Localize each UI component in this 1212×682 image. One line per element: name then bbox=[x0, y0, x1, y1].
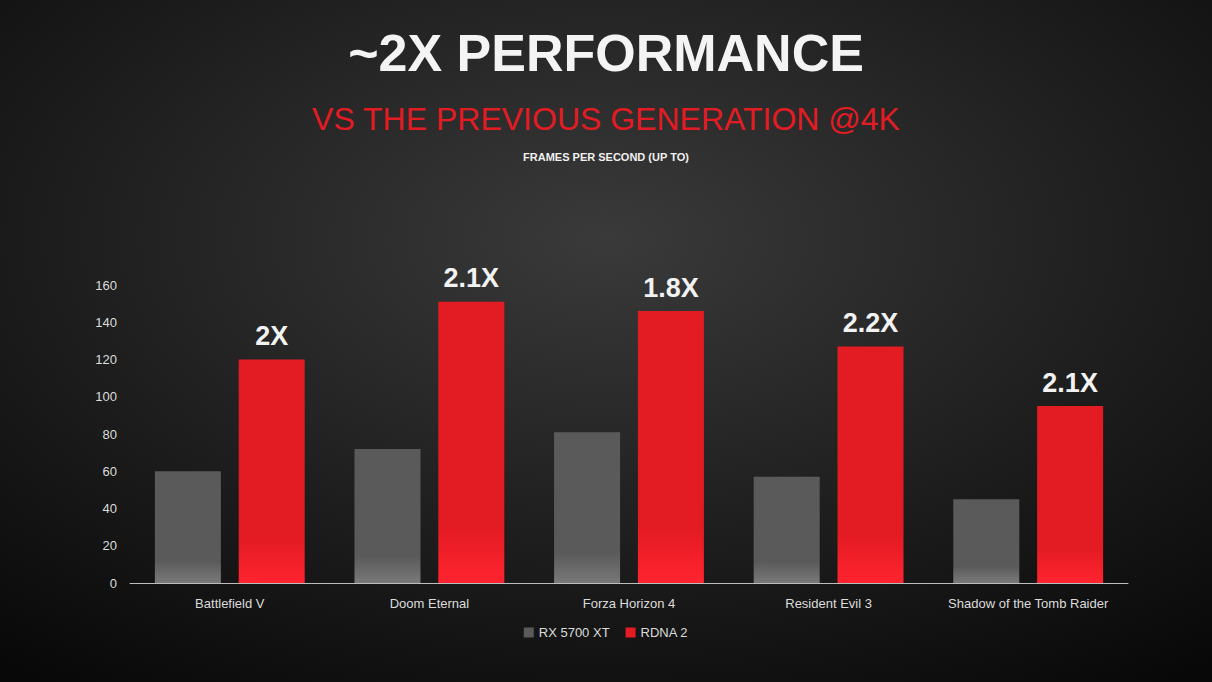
svg-text:140: 140 bbox=[95, 315, 117, 330]
svg-text:20: 20 bbox=[103, 538, 117, 553]
svg-text:RX 5700 XT: RX 5700 XT bbox=[539, 625, 610, 640]
svg-text:40: 40 bbox=[103, 501, 117, 516]
svg-text:1.8X: 1.8X bbox=[643, 273, 699, 303]
svg-text:Forza Horizon 4: Forza Horizon 4 bbox=[583, 596, 675, 611]
svg-text:120: 120 bbox=[95, 352, 117, 367]
svg-text:VS THE PREVIOUS GENERATION @4K: VS THE PREVIOUS GENERATION @4K bbox=[312, 101, 900, 137]
svg-text:Doom Eternal: Doom Eternal bbox=[390, 596, 470, 611]
svg-text:~2X PERFORMANCE: ~2X PERFORMANCE bbox=[348, 24, 864, 82]
svg-text:Shadow of the Tomb Raider: Shadow of the Tomb Raider bbox=[948, 596, 1109, 611]
svg-text:2.1X: 2.1X bbox=[1042, 368, 1098, 398]
svg-text:RDNA 2: RDNA 2 bbox=[641, 625, 688, 640]
svg-text:2.1X: 2.1X bbox=[444, 263, 500, 293]
svg-text:160: 160 bbox=[95, 278, 117, 293]
svg-text:60: 60 bbox=[103, 464, 117, 479]
svg-text:2.2X: 2.2X bbox=[843, 308, 899, 338]
svg-text:Battlefield V: Battlefield V bbox=[195, 596, 265, 611]
svg-text:Resident Evil 3: Resident Evil 3 bbox=[785, 596, 872, 611]
svg-text:2X: 2X bbox=[255, 321, 288, 351]
svg-text:0: 0 bbox=[110, 576, 117, 591]
svg-text:80: 80 bbox=[103, 427, 117, 442]
svg-text:FRAMES PER SECOND (UP TO): FRAMES PER SECOND (UP TO) bbox=[523, 151, 689, 163]
svg-text:100: 100 bbox=[95, 389, 117, 404]
